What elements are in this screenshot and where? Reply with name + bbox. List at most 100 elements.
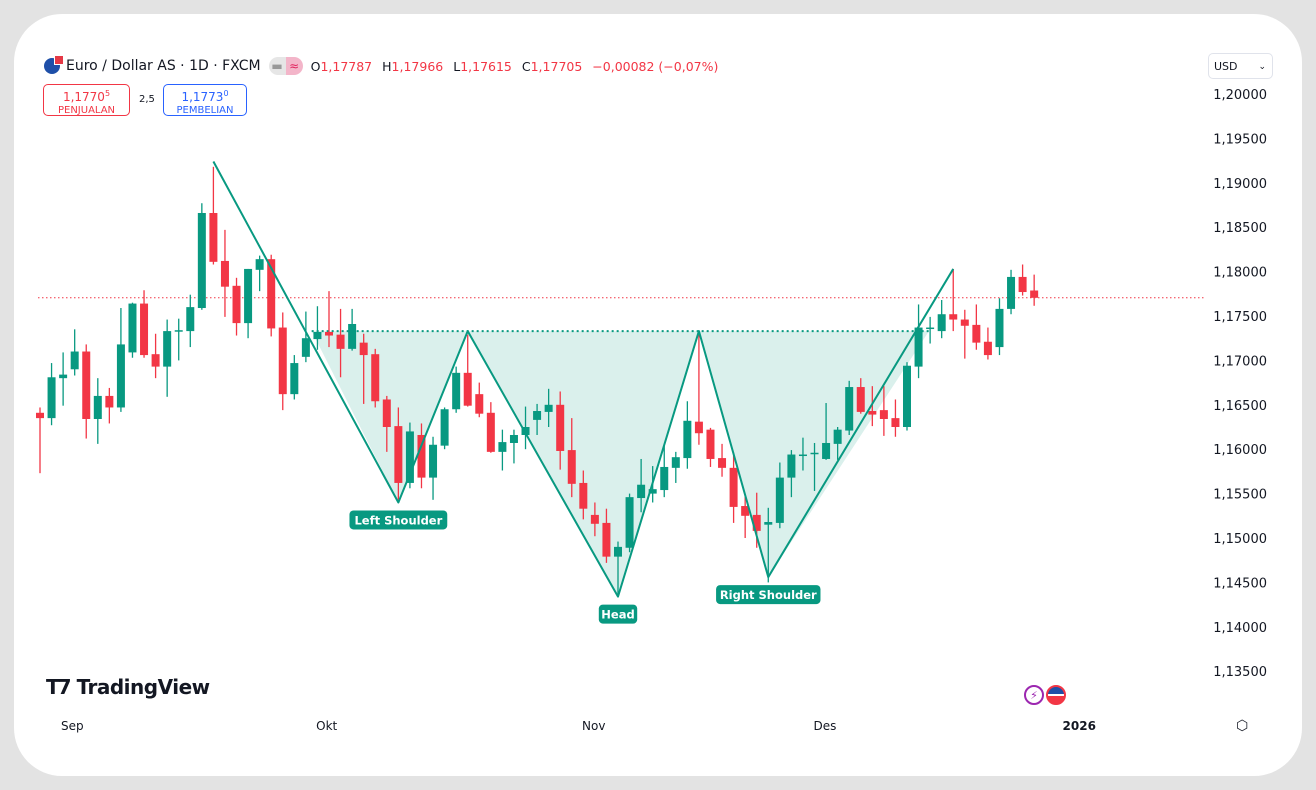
candle[interactable] (879, 386, 888, 436)
candle[interactable] (718, 443, 727, 477)
candle[interactable] (683, 401, 692, 469)
candle[interactable] (949, 268, 958, 332)
candle[interactable] (209, 166, 218, 265)
candle[interactable] (798, 437, 807, 471)
gear-icon[interactable]: ⬡ (1236, 718, 1249, 734)
candle[interactable] (533, 403, 542, 435)
approx-icon[interactable]: ≈ (285, 57, 303, 75)
candle[interactable] (232, 277, 241, 336)
candle[interactable] (787, 450, 796, 498)
candle[interactable] (382, 395, 391, 452)
candle[interactable] (972, 304, 981, 350)
candle[interactable] (914, 304, 923, 379)
candle[interactable] (833, 427, 842, 460)
candle[interactable] (163, 319, 172, 397)
candle[interactable] (741, 494, 750, 538)
candle[interactable] (706, 427, 715, 467)
candle[interactable] (278, 312, 287, 411)
candle[interactable] (325, 291, 333, 348)
candle[interactable] (429, 436, 438, 500)
candle[interactable] (70, 329, 79, 376)
candle[interactable] (509, 429, 518, 464)
candle[interactable] (301, 311, 310, 363)
candle[interactable] (486, 402, 495, 453)
candle[interactable] (764, 507, 773, 583)
candle[interactable] (891, 399, 900, 437)
us-flag-icon[interactable] (1046, 685, 1066, 705)
candle[interactable] (36, 407, 44, 474)
candle[interactable] (579, 470, 588, 520)
candle[interactable] (960, 309, 969, 359)
candle[interactable] (822, 403, 831, 460)
pattern-label[interactable]: Left Shoulder (349, 510, 448, 530)
candle[interactable] (498, 429, 507, 471)
candle[interactable] (128, 302, 137, 358)
candle[interactable] (671, 451, 680, 483)
candle[interactable] (463, 334, 472, 407)
candle[interactable] (244, 268, 253, 339)
symbol-title[interactable]: Euro / Dollar AS · 1D · FXCM (66, 58, 261, 74)
candle[interactable] (590, 502, 599, 537)
candle[interactable] (567, 418, 576, 498)
candle[interactable] (1030, 274, 1039, 306)
currency-select[interactable]: USD ⌄ (1208, 53, 1273, 79)
candle[interactable] (1018, 264, 1027, 296)
candle[interactable] (59, 352, 68, 406)
candle[interactable] (93, 378, 102, 444)
candle[interactable] (405, 422, 414, 489)
candle[interactable] (983, 327, 992, 360)
candle[interactable] (937, 300, 946, 339)
pattern-label[interactable]: Right Shoulder (716, 585, 821, 605)
candle[interactable] (336, 308, 345, 378)
candle[interactable] (140, 290, 149, 358)
candle[interactable] (174, 318, 183, 361)
candle[interactable] (810, 442, 819, 491)
candle[interactable] (452, 366, 461, 413)
candle[interactable] (220, 229, 229, 317)
collapse-icon[interactable]: ▬ (268, 57, 286, 75)
candle[interactable] (856, 378, 865, 414)
candle[interactable] (995, 298, 1004, 356)
candle[interactable] (637, 458, 646, 513)
candle[interactable] (105, 387, 114, 424)
candle[interactable] (313, 306, 322, 350)
candle[interactable] (47, 363, 56, 426)
candle[interactable] (394, 407, 403, 500)
candle[interactable] (729, 452, 738, 523)
candle[interactable] (417, 423, 426, 489)
candle[interactable] (290, 355, 299, 400)
candle[interactable] (614, 541, 622, 597)
candle[interactable] (82, 344, 91, 439)
candle[interactable] (186, 294, 195, 348)
candle[interactable] (475, 382, 484, 418)
candle[interactable] (625, 493, 634, 553)
candle[interactable] (116, 308, 125, 412)
buy-button[interactable]: 1,17730 PEMBELIAN (163, 84, 247, 116)
candle[interactable] (868, 386, 877, 427)
candle[interactable] (845, 380, 854, 435)
candle[interactable] (371, 348, 380, 408)
candle[interactable] (440, 407, 449, 450)
candle[interactable] (521, 406, 530, 450)
pattern-zigzag-line[interactable] (212, 161, 955, 598)
candle[interactable] (775, 462, 784, 529)
candle[interactable] (694, 334, 703, 445)
candle[interactable] (660, 445, 669, 498)
pattern-label[interactable]: Head (598, 604, 638, 624)
candle[interactable] (544, 388, 553, 427)
candle[interactable] (359, 333, 368, 404)
indicator-pill[interactable]: ▬ ≈ (268, 57, 303, 75)
candle[interactable] (151, 333, 160, 379)
tradingview-logo[interactable]: T7 TradingView (46, 675, 210, 699)
candle[interactable] (255, 255, 264, 292)
candle[interactable] (1007, 269, 1016, 315)
candle[interactable] (926, 316, 935, 344)
candle[interactable] (602, 508, 611, 563)
candle[interactable] (903, 362, 911, 431)
candle[interactable] (197, 203, 206, 310)
candle[interactable] (556, 391, 565, 470)
lightning-icon[interactable]: ⚡ (1024, 685, 1044, 705)
sell-button[interactable]: 1,17705 PENJUALAN (43, 84, 130, 116)
candle[interactable] (348, 308, 357, 351)
